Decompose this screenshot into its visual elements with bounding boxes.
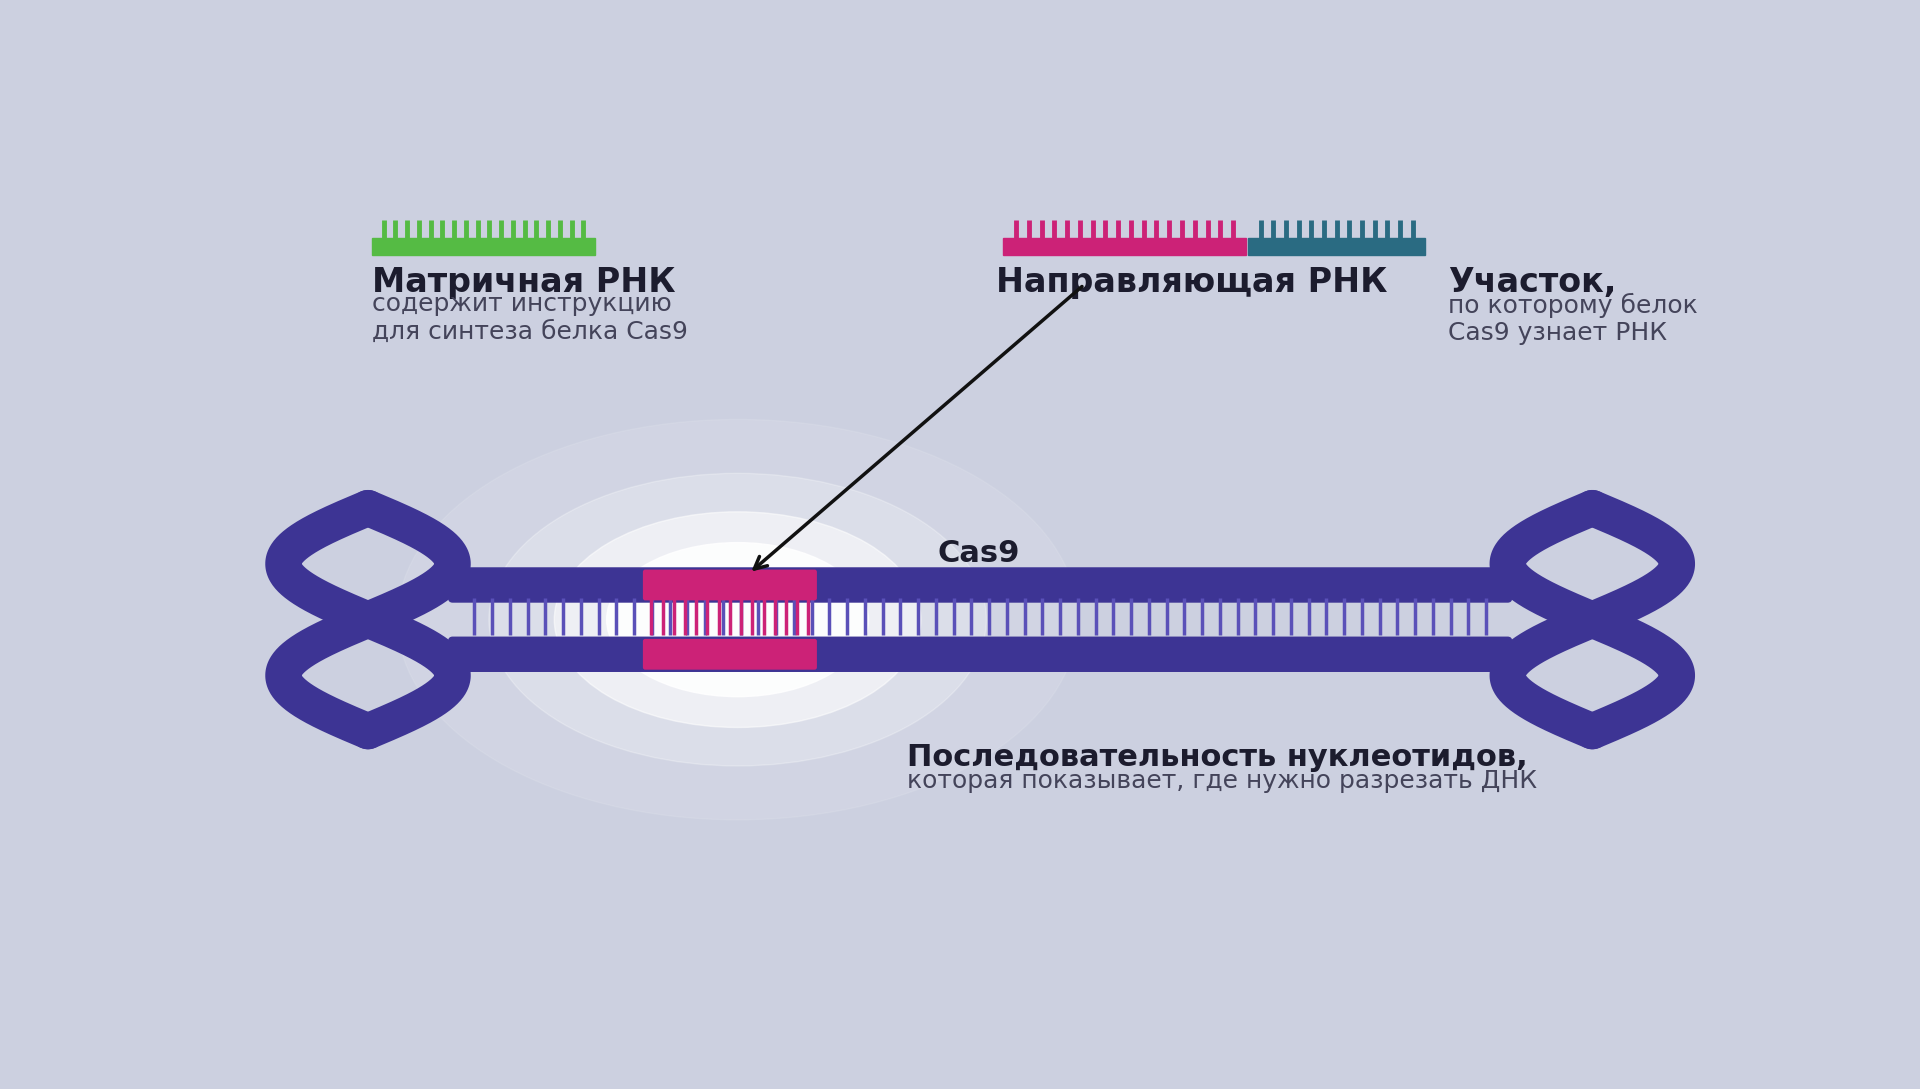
Bar	[1004, 238, 1246, 256]
Text: Направляющая РНК: Направляющая РНК	[996, 266, 1386, 299]
Ellipse shape	[397, 419, 1077, 820]
Bar	[246, 469, 261, 793]
Bar	[372, 238, 595, 256]
Text: содержит инструкцию
для синтеза белка Cas9: содержит инструкцию для синтеза белка Ca…	[372, 292, 687, 344]
Text: Последовательность нуклеотидов,: Последовательность нуклеотидов,	[906, 743, 1528, 772]
Text: Cas9: Cas9	[937, 539, 1020, 567]
Ellipse shape	[555, 512, 922, 727]
FancyBboxPatch shape	[447, 637, 1513, 672]
FancyBboxPatch shape	[643, 639, 816, 670]
Text: которая показывает, где нужно разрезать ДНК: которая показывает, где нужно разрезать …	[906, 769, 1538, 793]
Ellipse shape	[490, 474, 987, 766]
FancyBboxPatch shape	[643, 570, 816, 600]
Bar	[1707, 469, 1722, 793]
Text: Участок,: Участок,	[1448, 266, 1617, 299]
Bar	[1248, 238, 1425, 256]
Ellipse shape	[607, 542, 868, 697]
FancyBboxPatch shape	[447, 567, 1513, 602]
Text: по которому белок
Cas9 узнает РНК: по которому белок Cas9 узнает РНК	[1448, 292, 1697, 345]
Text: Матричная РНК: Матричная РНК	[372, 266, 676, 299]
